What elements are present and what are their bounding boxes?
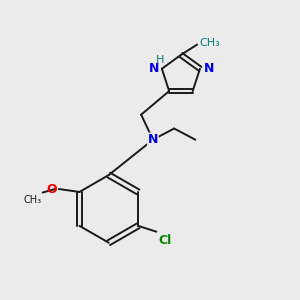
Text: N: N	[148, 62, 159, 75]
Text: N: N	[148, 133, 158, 146]
Text: CH₃: CH₃	[200, 38, 220, 48]
Text: CH₃: CH₃	[23, 195, 41, 205]
Text: N: N	[203, 62, 214, 75]
Text: Cl: Cl	[159, 234, 172, 247]
Text: O: O	[47, 182, 57, 196]
Text: H: H	[156, 56, 165, 65]
